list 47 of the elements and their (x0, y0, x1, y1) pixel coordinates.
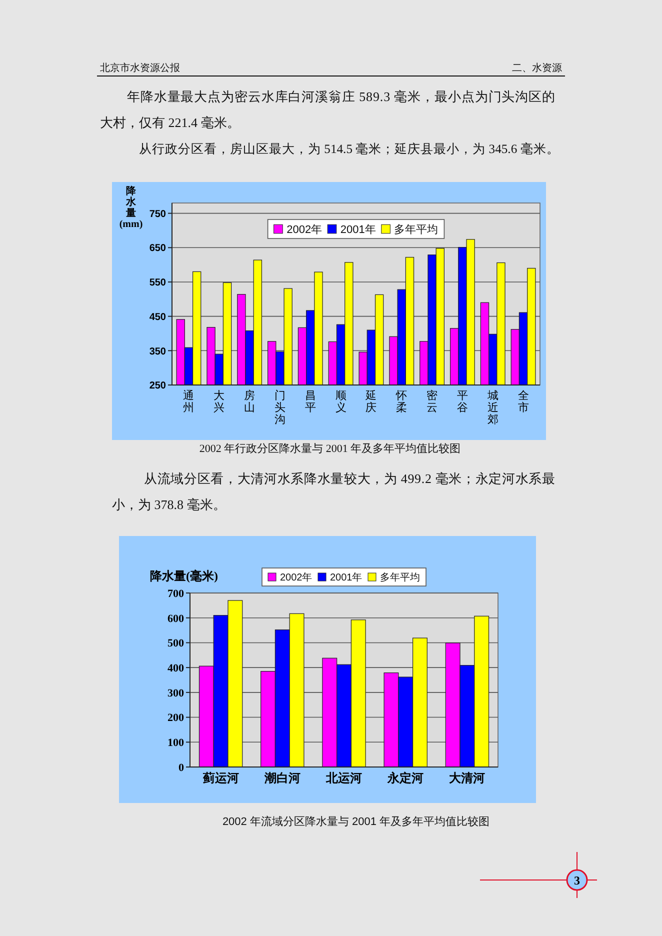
y-tick-label: 350 (149, 346, 166, 358)
y-tick-label: 750 (149, 208, 166, 220)
y-tick-label: 300 (168, 687, 184, 700)
legend-label: 2001年 (330, 572, 362, 584)
y-tick-label: 550 (149, 278, 166, 289)
x-tick-label: 城近郊 (486, 389, 498, 426)
legend-label: 2001年 (340, 224, 376, 236)
x-tick-label: 永定河 (386, 771, 424, 785)
x-tick-label: 怀柔 (395, 390, 408, 414)
x-tick-label: 平谷 (456, 390, 468, 414)
x-tick-label: 昌平 (304, 390, 316, 414)
legend-label: 多年平均 (380, 572, 420, 584)
y-tick-label: 250 (149, 380, 166, 392)
x-tick-label: 房山 (244, 389, 256, 414)
y-axis-title: 降水量(毫米) (150, 569, 218, 583)
legend-label: 2002年 (286, 224, 322, 236)
x-tick-label: 密云 (426, 389, 438, 414)
y-tick-label: 100 (168, 737, 184, 750)
x-tick-label: 顺义 (335, 390, 346, 414)
y-tick-label: 0 (178, 762, 184, 774)
text: 二、水资源 (512, 62, 562, 74)
y-tick-label: 200 (168, 712, 184, 724)
x-tick-label: 延庆 (364, 390, 377, 414)
text: 从行政分区看，房山区最大，为 514.5 毫米；延庆县最小，为 345.6 毫米。 (139, 141, 560, 156)
y-axis-title: 降水量(mm) (119, 185, 143, 230)
x-tick-label: 门头沟 (274, 389, 286, 426)
y-tick-label: 600 (168, 612, 184, 625)
x-tick-label: 大兴 (214, 389, 225, 414)
y-tick-label: 400 (168, 662, 184, 675)
text: 北京市水资源公报 (100, 62, 180, 74)
x-tick-label: 通州 (183, 389, 194, 414)
text: 从流域分区看，大清河水系降水量较大，为 499.2 毫米；永定河水系最小，为 378.8 毫米。 (112, 471, 555, 512)
text: 2002 年流域分区降水量与 2001 年及多年平均值比较图 (222, 815, 490, 828)
x-tick-label: 大清河 (449, 771, 486, 785)
text: 2002 年行政分区降水量与 2001 年及多年平均值比较图 (199, 442, 461, 455)
legend-label: 2002年 (280, 572, 312, 584)
y-tick-label: 450 (149, 312, 166, 323)
x-tick-label: 全市 (518, 390, 529, 414)
legend-label: 多年平均 (394, 224, 438, 236)
y-tick-label: 650 (149, 243, 166, 254)
text: 年降水量最大点为密云水库白河溪翁庄 589.3 毫米，最小点为门头沟区的大村，仅有 221.4 毫米。 (100, 89, 555, 130)
x-tick-label: 蓟运河 (202, 771, 239, 785)
y-tick-label: 500 (168, 638, 184, 650)
y-tick-label: 700 (168, 588, 184, 600)
text: 3 (574, 874, 580, 888)
x-tick-label: 潮白河 (263, 771, 300, 785)
x-tick-label: 北运河 (325, 771, 362, 785)
